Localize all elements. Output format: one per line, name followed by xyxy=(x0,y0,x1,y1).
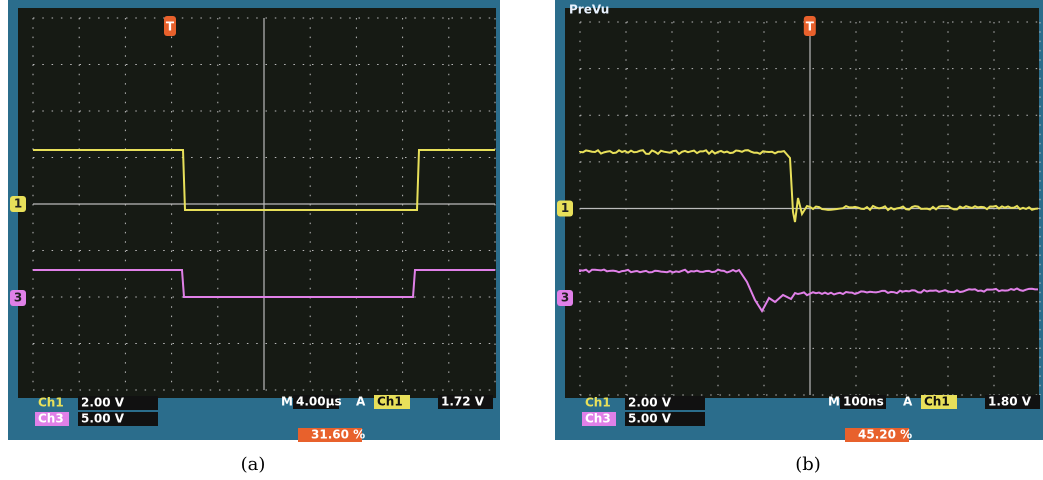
caption: (b) xyxy=(795,454,821,475)
readout: A xyxy=(903,395,913,409)
ch3-marker-label: 3 xyxy=(14,291,22,305)
trigger-marker-label: T xyxy=(166,20,175,34)
readout: 4.00µs xyxy=(296,395,342,409)
readout: Ch1 xyxy=(924,395,950,409)
readout: Ch1 xyxy=(377,395,403,409)
readout: 5.00 V xyxy=(628,412,672,426)
readout: 100ns xyxy=(843,395,884,409)
caption: (a) xyxy=(241,454,266,475)
readout: Ch3 xyxy=(38,412,64,426)
figure: T13Ch12.00 VCh35.00 VM4.00µsACh11.72 V31… xyxy=(0,0,1043,480)
readout: 2.00 V xyxy=(628,396,672,410)
readout: M xyxy=(828,395,840,409)
ch3-marker-label: 3 xyxy=(561,291,569,305)
readout: Ch3 xyxy=(585,412,611,426)
readout: 1.72 V xyxy=(441,395,485,409)
readout: 31.60 % xyxy=(311,428,365,442)
screen xyxy=(565,8,1039,398)
readout: 45.20 % xyxy=(858,428,912,442)
screen xyxy=(18,8,496,398)
trigger-marker-label: T xyxy=(806,20,815,34)
ch1-marker-label: 1 xyxy=(561,201,569,215)
readout: 1.80 V xyxy=(988,395,1032,409)
readout: Ch1 xyxy=(38,396,64,410)
readout: 2.00 V xyxy=(81,396,125,410)
readout: 5.00 V xyxy=(81,412,125,426)
readout: Ch1 xyxy=(585,396,611,410)
status-label: PreVu xyxy=(569,3,609,17)
ch1-marker-label: 1 xyxy=(14,197,22,211)
readout: M xyxy=(281,395,293,409)
readout: A xyxy=(356,395,366,409)
